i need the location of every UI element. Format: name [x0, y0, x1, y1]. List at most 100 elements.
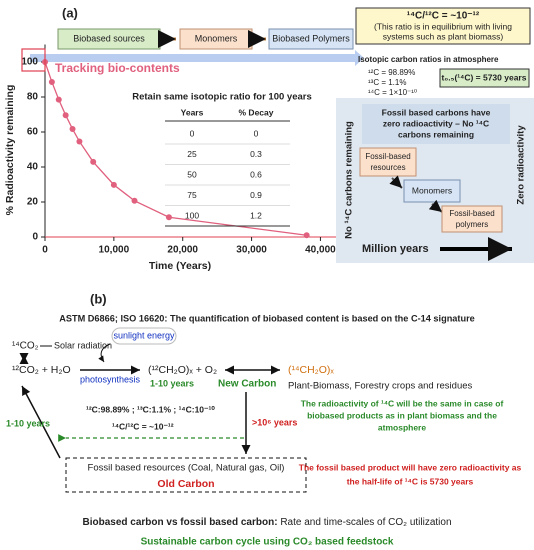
ratio-text: systems such as plant biomass) [383, 31, 504, 41]
label: 1-10 years [150, 378, 194, 388]
table: Years % Decay 0 0 25 0.3 50 0.6 75 0.9 100 1.2 [165, 107, 290, 227]
note: carbons remaining [398, 129, 474, 139]
flow-box [268, 28, 354, 50]
point [90, 158, 97, 165]
vertical-label: No ¹⁴C carbons remaining [344, 121, 355, 239]
label: 1-10 years [6, 418, 50, 428]
arrow [389, 175, 403, 189]
flow-label: resources [370, 163, 405, 172]
panel-label: (b) [90, 291, 107, 306]
arrow [21, 385, 61, 459]
isotope-title: Isotopic carbon ratios in atmosphere [358, 55, 499, 64]
y-tick-label: 80 [27, 92, 39, 103]
sunlight-box [111, 327, 177, 345]
arrow [30, 50, 364, 66]
ratio-title: ¹⁴C/¹²C = ~10⁻¹² [407, 11, 480, 22]
y-tick-label: 20 [27, 197, 39, 208]
x-axis-title: Time (Years) [149, 260, 211, 272]
label: (¹²CH₂O)ₓ + O₂ [148, 364, 217, 376]
note: Fossil based carbons have [382, 107, 491, 117]
flow-label: Monomers [412, 185, 452, 195]
caption-bold: Biobased carbon vs fossil based carbon: [82, 517, 277, 528]
table-cell: 1.2 [250, 210, 262, 220]
point [303, 232, 310, 239]
label: Old Carbon [157, 478, 214, 490]
note: the half-life of ¹⁴C is 5730 years [347, 476, 474, 486]
table-cell: 0 [254, 128, 259, 138]
flow-label: Biobased Polymers [272, 33, 350, 43]
y-tick-label: 0 [32, 232, 38, 243]
table-cell: 50 [187, 169, 197, 179]
point [131, 197, 138, 204]
x-tick-label: 0 [42, 245, 48, 256]
note: zero radioactivity – No ¹⁴C [383, 118, 489, 128]
x-tick-label: 40,000 [305, 245, 336, 256]
x-tick-label: 10,000 [99, 245, 130, 256]
ratio-text: (This ratio is in equilibrium with livin… [374, 21, 512, 31]
annotation: Tracking bio-contents [55, 61, 180, 75]
label: ¹²C:98.89% ; ¹³C:1.1% ; ¹⁴C:10⁻¹⁰ [86, 404, 215, 414]
y-tick-label: 100 [21, 57, 38, 68]
label: Solar radiation [54, 340, 112, 350]
panel-label: (a) [62, 5, 78, 20]
label: Plant-Biomass, Forestry crops and residu… [288, 381, 473, 392]
table-cell: 0.3 [250, 149, 262, 159]
table-header: % Decay [239, 107, 274, 117]
flow-box [441, 205, 503, 233]
panel-title: ASTM D6866; ISO 16620: The quantificatio… [59, 313, 475, 323]
table-cell: 75 [187, 190, 197, 200]
time-label: Million years [362, 243, 429, 255]
fossil-box [65, 457, 307, 493]
half-life: t₀.₅(¹⁴C) = 5730 years [442, 72, 527, 82]
x-tick-label: 20,000 [167, 245, 198, 256]
isotope: ¹²C = 98.89% [368, 68, 415, 77]
label: ¹⁴CO₂ [12, 341, 39, 352]
vertical-label: Zero radioactivity [516, 125, 527, 205]
flow-label: Monomers [195, 33, 238, 43]
arrow [428, 199, 443, 213]
table-cell: 0.9 [250, 190, 262, 200]
point [76, 138, 83, 145]
ratio-box [355, 7, 531, 45]
point [69, 126, 76, 133]
label: ¹²CO₂ + H₂O [12, 364, 71, 376]
label: ¹⁴C/¹²C = ~10⁻¹² [112, 421, 174, 431]
caption: Sustainable carbon cycle using CO₂ based… [141, 537, 394, 548]
y-tick-label: 40 [27, 162, 39, 173]
table-cell: 0.6 [250, 169, 262, 179]
flow-label: Fossil-based [449, 209, 494, 218]
point [110, 181, 117, 188]
isotope: ¹⁴C = 1×10⁻¹⁰ [368, 88, 417, 97]
curve [44, 61, 307, 236]
isotope: ¹³C = 1.1% [368, 78, 406, 87]
point [55, 96, 62, 103]
note: biobased products as in plant biomass an… [307, 410, 497, 420]
y-tick-label: 60 [27, 127, 39, 138]
caption: Biobased carbon vs fossil based carbon: … [82, 517, 451, 528]
label: photosynthesis [80, 374, 141, 384]
table-title: Retain same isotopic ratio for 100 years [132, 92, 312, 103]
table-cell: 100 [185, 210, 199, 220]
table-cell: 0 [190, 128, 195, 138]
table-header: Years [181, 107, 204, 117]
half-life-box [439, 68, 530, 88]
x-tick-label: 30,000 [236, 245, 267, 256]
arrow [98, 343, 111, 363]
label: Fossil based resources (Coal, Natural ga… [88, 463, 285, 474]
point [165, 214, 172, 221]
point [62, 112, 69, 119]
note: atmosphere [378, 422, 426, 432]
y-axis-title: % Radioactivity remaining [4, 85, 16, 216]
flow-label: Biobased sources [73, 33, 145, 43]
plot: 0 20 40 60 80 100 0 10,000 20,000 30,000 40,000 Tim… [4, 44, 527, 272]
label: >10⁶ years [252, 417, 297, 427]
flow-label: polymers [456, 220, 488, 229]
point [48, 78, 55, 85]
label: New Carbon [218, 379, 276, 390]
label: (¹⁴CH₂O)ₓ [288, 364, 334, 376]
note: The fossil based product will have zero … [299, 462, 522, 472]
table-cell: 25 [187, 149, 197, 159]
highlight [21, 48, 46, 72]
flow-box [359, 147, 417, 177]
